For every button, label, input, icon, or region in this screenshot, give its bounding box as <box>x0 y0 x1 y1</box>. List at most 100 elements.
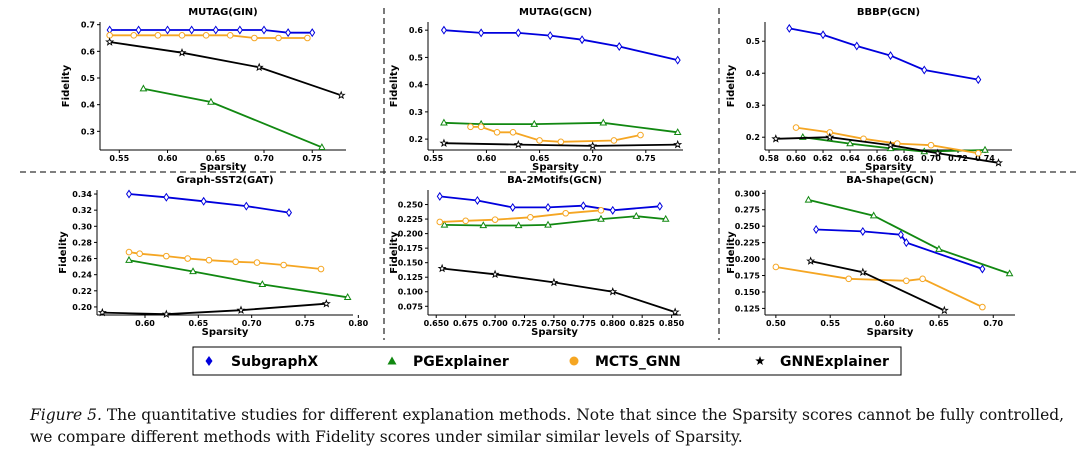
series-line-gnnexplainer <box>109 41 342 97</box>
x-axis-label: Sparsity <box>202 327 249 338</box>
x-tick-label: 0.60 <box>135 319 155 328</box>
series-gnnexplainer <box>97 298 331 319</box>
y-axis-label: Fidelity <box>61 64 72 107</box>
data-point-pgexplainer <box>139 84 148 92</box>
figure-caption: Figure 5. The quantitative studies for d… <box>30 404 1080 448</box>
x-tick-label: 0.65 <box>929 319 949 328</box>
y-tick-label: 0.32 <box>72 206 92 215</box>
y-tick-label: 0.300 <box>735 189 761 198</box>
y-tick-label: 0.200 <box>735 255 761 264</box>
data-point-subgraphx <box>545 202 552 212</box>
y-tick-label: 0.125 <box>735 304 761 313</box>
data-point-gnnexplainer <box>97 307 107 317</box>
data-point-mcts-gnn <box>477 123 485 131</box>
data-point-gnnexplainer <box>513 139 523 149</box>
data-point-subgraphx <box>887 51 894 61</box>
data-point-gnnexplainer <box>161 309 171 319</box>
y-axis-label: Fidelity <box>726 64 737 107</box>
data-point-subgraphx <box>580 201 587 211</box>
series-line-pgexplainer <box>128 259 348 299</box>
chart-mutag-gin: MUTAG(GIN) 0.55 0.60 0.65 0.70 0.75 0.3 0.4 0.5 0… <box>61 7 346 173</box>
data-point-mcts-gnn <box>202 32 210 39</box>
data-point-gnnexplainer <box>177 47 187 57</box>
series-line-subgraphx <box>128 193 290 214</box>
x-tick-label: 0.55 <box>109 154 129 163</box>
chart-title: BBBP(GCN) <box>857 7 920 18</box>
data-point-subgraphx <box>509 202 516 212</box>
series-line-pgexplainer <box>808 199 1010 275</box>
data-point-gnnexplainer <box>549 277 559 287</box>
data-point-mcts-gnn <box>178 32 186 39</box>
data-point-subgraphx <box>200 196 207 206</box>
figure-panels: MUTAG(GIN)0.55 0.60 0.65 0.70 0.750.30.40.50… <box>20 7 1080 376</box>
data-point-pgexplainer <box>804 195 813 203</box>
data-point-mcts-gnn <box>154 32 162 39</box>
legend-marker-gnnexplainer <box>755 356 765 366</box>
data-point-gnnexplainer <box>825 132 835 142</box>
data-point-subgraphx <box>309 28 316 38</box>
x-tick-label: 0.65 <box>206 154 226 163</box>
data-point-mcts-gnn <box>436 218 444 226</box>
x-tick-label: 0.60 <box>477 154 497 163</box>
x-tick-label: 0.75 <box>302 154 322 163</box>
data-point-pgexplainer <box>846 139 854 147</box>
x-tick-label: 0.675 <box>453 319 479 328</box>
data-point-mcts-gnn <box>304 34 311 42</box>
data-point-gnnexplainer <box>336 90 346 100</box>
x-tick-label: 0.70 <box>583 154 603 163</box>
y-tick-label: 0.30 <box>72 222 92 231</box>
data-point-gnnexplainer <box>886 140 896 150</box>
data-point-subgraphx <box>436 191 443 201</box>
legend: SubgraphX PGExplainer MCTS_GNN GNNExplainer <box>192 346 902 376</box>
data-point-subgraphx <box>243 201 250 211</box>
data-point-subgraphx <box>474 195 481 205</box>
data-point-mcts-gnn <box>597 207 605 214</box>
legend-item-subgraphx: SubgraphX <box>205 354 318 370</box>
data-point-mcts-gnn <box>557 138 565 146</box>
series-subgraphx <box>436 191 663 215</box>
chart-title: MUTAG(GCN) <box>519 7 592 18</box>
x-tick-label: 0.775 <box>571 319 597 328</box>
data-point-gnnexplainer <box>858 267 868 277</box>
data-point-subgraphx <box>135 25 142 35</box>
y-axis-label: Fidelity <box>389 231 400 274</box>
y-tick-label: 0.6 <box>409 26 424 35</box>
x-tick-label: 0.850 <box>659 319 685 328</box>
data-point-subgraphx <box>579 35 586 45</box>
x-tick-label: 0.70 <box>983 319 1003 328</box>
data-point-pgexplainer <box>632 211 641 219</box>
y-tick-label: 0.125 <box>398 273 424 282</box>
y-tick-label: 0.100 <box>398 288 424 297</box>
legend-item-gnnexplainer: GNNExplainer <box>755 354 889 370</box>
legend-item-pgexplainer: PGExplainer <box>387 354 509 370</box>
series-line-mcts-gnn <box>775 266 983 308</box>
x-tick-label: 0.650 <box>424 319 450 328</box>
data-point-gnnexplainer <box>105 37 115 46</box>
legend-label: MCTS_GNN <box>595 354 681 370</box>
y-tick-label: 0.075 <box>398 302 424 311</box>
data-point-subgraphx <box>515 28 522 38</box>
y-tick-label: 0.150 <box>735 288 761 297</box>
chart-title: MUTAG(GIN) <box>188 7 258 18</box>
data-point-subgraphx <box>813 224 820 234</box>
x-tick-label: 0.62 <box>813 154 833 163</box>
data-point-subgraphx <box>260 25 268 35</box>
legend-marker-mcts-gnn <box>569 356 579 366</box>
data-point-pgexplainer <box>1005 269 1014 277</box>
y-tick-label: 0.24 <box>72 271 92 280</box>
data-point-mcts-gnn <box>251 34 258 42</box>
data-point-gnnexplainer <box>994 158 1004 167</box>
y-tick-label: 0.175 <box>398 244 424 253</box>
data-point-gnnexplainer <box>439 138 449 148</box>
x-tick-label: 0.75 <box>295 319 315 328</box>
series-line-mcts-gnn <box>128 251 322 270</box>
data-point-gnnexplainer <box>490 269 500 279</box>
data-point-mcts-gnn <box>491 216 499 223</box>
data-point-subgraphx <box>616 42 623 52</box>
chart-title: BA-Shape(GCN) <box>846 175 934 186</box>
data-point-subgraphx <box>656 201 663 211</box>
x-tick-label: 0.50 <box>766 319 786 328</box>
series-line-gnnexplainer <box>810 260 945 312</box>
y-tick-label: 0.200 <box>398 230 424 239</box>
series-gnnexplainer <box>105 37 346 100</box>
